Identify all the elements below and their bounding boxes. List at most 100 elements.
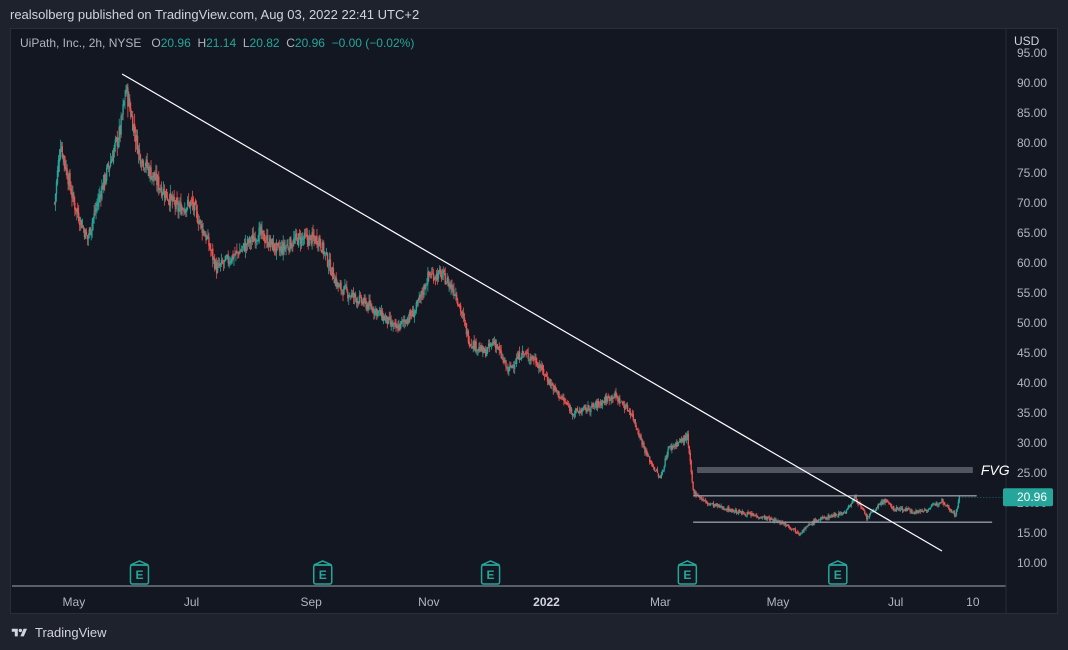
candle-body [144,167,146,168]
candle-body [592,403,594,406]
candle-body [281,246,283,254]
candle-body [66,168,68,179]
candle-body [70,187,72,194]
candle-body [289,237,291,252]
candle-body [311,232,313,244]
candle-body [365,300,367,309]
candle-body [664,458,666,467]
candle-body [58,158,61,163]
candle-body [248,236,251,244]
candle-body [377,310,379,315]
candle-body [122,104,124,115]
candle-body [233,255,235,259]
candle-body [383,315,386,321]
candle-body [447,277,449,287]
candle-body [490,343,493,346]
x-tick-label: May [63,595,86,609]
candle-body [715,504,717,506]
candle-body [636,428,638,431]
candle-body [477,349,479,351]
change-value: −0.00 (−0.02%) [331,36,415,50]
candle-body [867,516,870,518]
candle-body [98,195,100,203]
candle-body [674,445,676,447]
candle-body [133,123,136,133]
candle-body [193,202,196,212]
candle-body [110,159,113,164]
candle-body [65,167,67,170]
candle-body [789,527,792,529]
candle-body [518,351,521,360]
candle-body [605,395,608,403]
candle-body [757,516,759,518]
candle-body [62,155,64,158]
candle-body [825,517,827,520]
candle-body [572,414,575,416]
candle-body [571,413,574,416]
candle-body [143,168,145,170]
candle-body [151,176,153,181]
candle-body [856,499,858,503]
candle-body [677,442,680,444]
candle-body [264,239,266,243]
candle-body [912,513,914,514]
candle-body [746,512,748,516]
candle-body [433,277,436,280]
candle-body [567,403,569,405]
candle-body [214,258,216,269]
candle-body [418,296,420,300]
candle-body [293,238,295,245]
candle-body [786,524,789,526]
candle-body [857,503,859,505]
candle-body [819,518,822,521]
candle-body [446,277,448,282]
candle-body [884,499,886,503]
candle-body [154,177,156,181]
candle-body [594,405,596,408]
x-tick-label: Mar [650,595,671,609]
candle-body [799,533,801,535]
candle-body [395,323,397,329]
candle-body [216,264,219,273]
candle-body [700,497,702,498]
candle-body [287,245,289,249]
candle-body [550,383,553,386]
candle-body [508,366,510,372]
candle-body [743,513,745,515]
candle-body [94,210,96,213]
candle-body [440,271,443,279]
candle-body [902,509,905,511]
candle-body [244,242,247,252]
candle-body [343,286,345,295]
candle-body [829,516,831,519]
candle-body [601,400,604,406]
candle-body [358,295,361,303]
candle-body [300,236,303,246]
candle-body [611,395,613,399]
candle-body [804,528,806,530]
candle-body [332,268,335,279]
candle-body [593,405,595,407]
candle-body [303,232,306,239]
candle-body [100,194,102,198]
candle-body [638,433,640,438]
candle-body [785,525,788,527]
candle-body [238,252,240,256]
candle-body [955,509,958,515]
candle-body [434,276,437,279]
candle-body [131,115,133,117]
candle-body [740,511,743,514]
candle-body [111,158,114,162]
candle-body [459,305,462,313]
candle-body [633,419,635,421]
candle-body [585,407,587,412]
candle-body [956,507,959,510]
candle-body [831,514,833,516]
candle-body [648,456,650,457]
candle-body [231,255,233,263]
candle-body [739,510,742,513]
candle-body [350,293,353,297]
candle-body [81,225,84,227]
candle-body [758,517,760,519]
